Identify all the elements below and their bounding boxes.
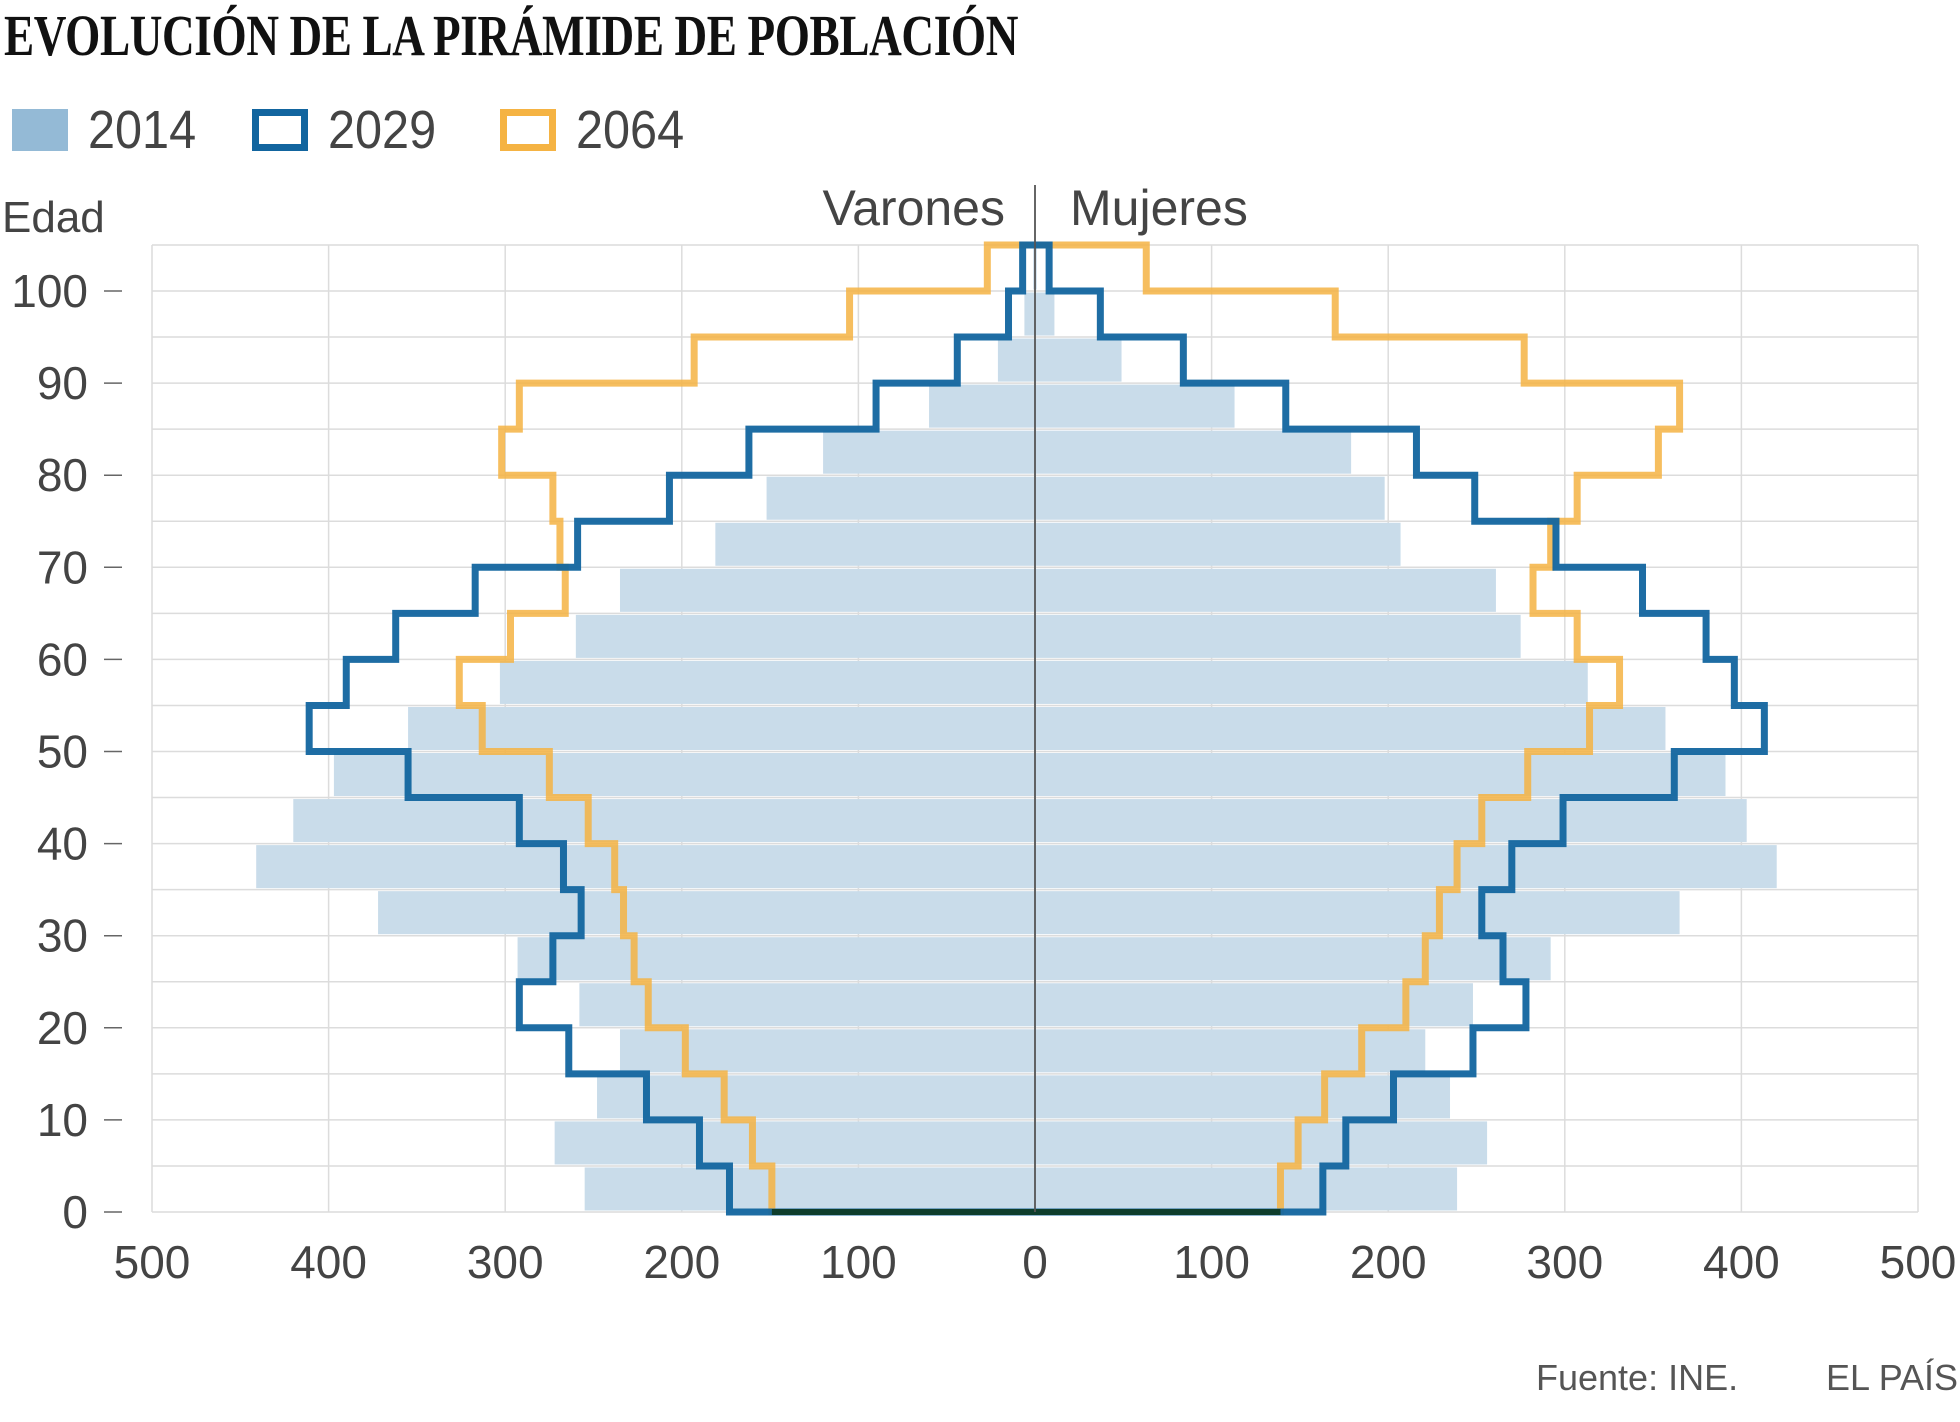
mujeres-label: Mujeres [1070, 180, 1248, 236]
bar-2014-varones-55 [499, 660, 1036, 704]
bar-2014-mujeres-35 [1035, 845, 1777, 889]
bar-2014-mujeres-90 [1035, 338, 1122, 382]
bar-2014-varones-50 [408, 706, 1035, 750]
brand-label: EL PAÍS [1826, 1357, 1959, 1398]
bar-2014-mujeres-60 [1035, 614, 1521, 658]
x-tick-label: 400 [290, 1236, 367, 1288]
legend-item-2064: 2064 [500, 100, 696, 160]
x-tick-label: 500 [114, 1236, 191, 1288]
bar-2014-varones-80 [823, 430, 1035, 474]
bar-2014-mujeres-70 [1035, 522, 1401, 566]
x-tick-label: 0 [1022, 1236, 1048, 1288]
y-axis-label: Edad [2, 193, 105, 242]
bar-2014-varones-30 [378, 891, 1036, 935]
x-tick-label: 100 [1173, 1236, 1250, 1288]
bar-2014-mujeres-10 [1035, 1075, 1451, 1119]
y-tick-label: 10 [37, 1094, 88, 1146]
bar-2014-varones-40 [293, 799, 1035, 843]
bar-2014-varones-20 [579, 983, 1035, 1027]
bar-2014-mujeres-95 [1035, 292, 1055, 336]
legend-swatch-2014 [12, 109, 68, 151]
bar-2014-mujeres-25 [1035, 937, 1551, 981]
bar-2014-varones-5 [554, 1121, 1035, 1165]
y-tick-label: 70 [37, 541, 88, 593]
bar-2014-mujeres-5 [1035, 1121, 1488, 1165]
legend-swatch-2029 [252, 109, 308, 151]
outline-2029 [305, 241, 1768, 1216]
bar-2014-varones-65 [619, 568, 1035, 612]
x-tick-label: 200 [643, 1236, 720, 1288]
bar-2014-varones-45 [333, 753, 1035, 797]
x-tick-label: 300 [467, 1236, 544, 1288]
bar-2014-mujeres-80 [1035, 430, 1352, 474]
bar-2014-varones-95 [1024, 292, 1035, 336]
bar-2014-mujeres-65 [1035, 568, 1496, 612]
x-tick-label: 500 [1880, 1236, 1957, 1288]
bar-2014-mujeres-55 [1035, 660, 1588, 704]
outline-2064 [455, 241, 1684, 1216]
bar-2014-varones-0 [584, 1167, 1035, 1211]
bar-2014-mujeres-30 [1035, 891, 1680, 935]
legend-label-2064: 2064 [576, 100, 685, 160]
varones-label: Varones [822, 180, 1005, 236]
bar-2014-mujeres-75 [1035, 476, 1385, 520]
bar-2014-mujeres-20 [1035, 983, 1473, 1027]
y-tick-label: 20 [37, 1002, 88, 1054]
y-tick-label: 40 [37, 818, 88, 870]
x-tick-label: 200 [1350, 1236, 1427, 1288]
y-tick-label: 0 [62, 1186, 88, 1238]
bar-2014-mujeres-15 [1035, 1029, 1426, 1073]
legend-swatch-2064 [500, 109, 556, 151]
x-tick-label: 300 [1526, 1236, 1603, 1288]
bar-2014-mujeres-45 [1035, 753, 1726, 797]
y-tick-label: 80 [37, 449, 88, 501]
y-tick-label: 60 [37, 633, 88, 685]
bar-2014-varones-90 [997, 338, 1035, 382]
bar-2014-varones-75 [766, 476, 1035, 520]
bar-2014-mujeres-85 [1035, 384, 1235, 428]
bar-2014-varones-25 [517, 937, 1035, 981]
bar-2014-varones-70 [715, 522, 1035, 566]
y-tick-label: 30 [37, 910, 88, 962]
x-tick-label: 400 [1703, 1236, 1780, 1288]
legend-item-2029: 2029 [252, 100, 448, 160]
bar-2014-varones-60 [575, 614, 1035, 658]
legend-label-2014: 2014 [88, 100, 197, 160]
bar-2014-varones-35 [256, 845, 1036, 889]
chart-title: EVOLUCIÓN DE LA PIRÁMIDE DE POBLACIÓN [4, 3, 1018, 68]
bar-2014-mujeres-40 [1035, 799, 1747, 843]
x-tick-label: 100 [820, 1236, 897, 1288]
y-tick-label: 100 [11, 265, 88, 317]
bar-2014-varones-15 [619, 1029, 1035, 1073]
y-tick-label: 50 [37, 726, 88, 778]
bar-2014-varones-10 [597, 1075, 1035, 1119]
bar-2014-mujeres-50 [1035, 706, 1666, 750]
bar-2014-varones-85 [929, 384, 1035, 428]
legend-label-2029: 2029 [328, 100, 437, 160]
y-tick-label: 90 [37, 357, 88, 409]
bar-2014-mujeres-0 [1035, 1167, 1458, 1211]
source-note: Fuente: INE. [1536, 1357, 1739, 1398]
legend-item-2014: 2014 [12, 100, 208, 160]
